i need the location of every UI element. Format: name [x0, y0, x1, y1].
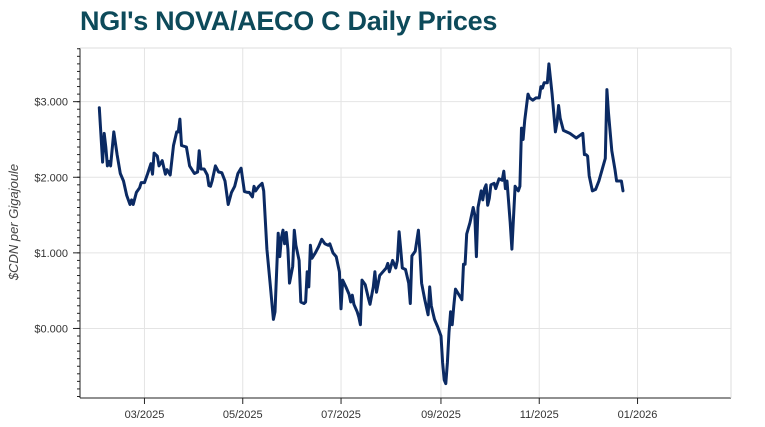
y-tick-label: $0.000: [34, 323, 68, 335]
y-tick-label: $2.000: [34, 172, 68, 184]
x-axis-tick-labels: 03/2025 05/2025 07/2025 09/2025 11/2025 01/20…: [125, 409, 658, 421]
y-axis-tick-labels: $0.000 $1.000 $2.000 $3.000: [34, 97, 68, 336]
x-tick-label: 11/2025: [520, 409, 559, 421]
x-tick-label: 07/2025: [321, 409, 361, 421]
x-tick-label: 01/2026: [618, 409, 658, 421]
x-tick-label: 03/2025: [125, 409, 165, 421]
y-axis-label: $CDN per Gigajoule: [6, 164, 21, 281]
y-tick-label: $1.000: [34, 248, 68, 260]
grid-lines: [80, 48, 731, 398]
x-axis-ticks: [143, 398, 639, 404]
y-tick-label: $3.000: [34, 97, 68, 109]
y-axis-ticks: [73, 48, 80, 397]
x-tick-label: 09/2025: [421, 409, 461, 421]
series-line: [97, 62, 625, 386]
chart-title: NGI's NOVA/AECO C Daily Prices: [80, 6, 498, 36]
x-tick-label: 05/2025: [223, 409, 263, 421]
